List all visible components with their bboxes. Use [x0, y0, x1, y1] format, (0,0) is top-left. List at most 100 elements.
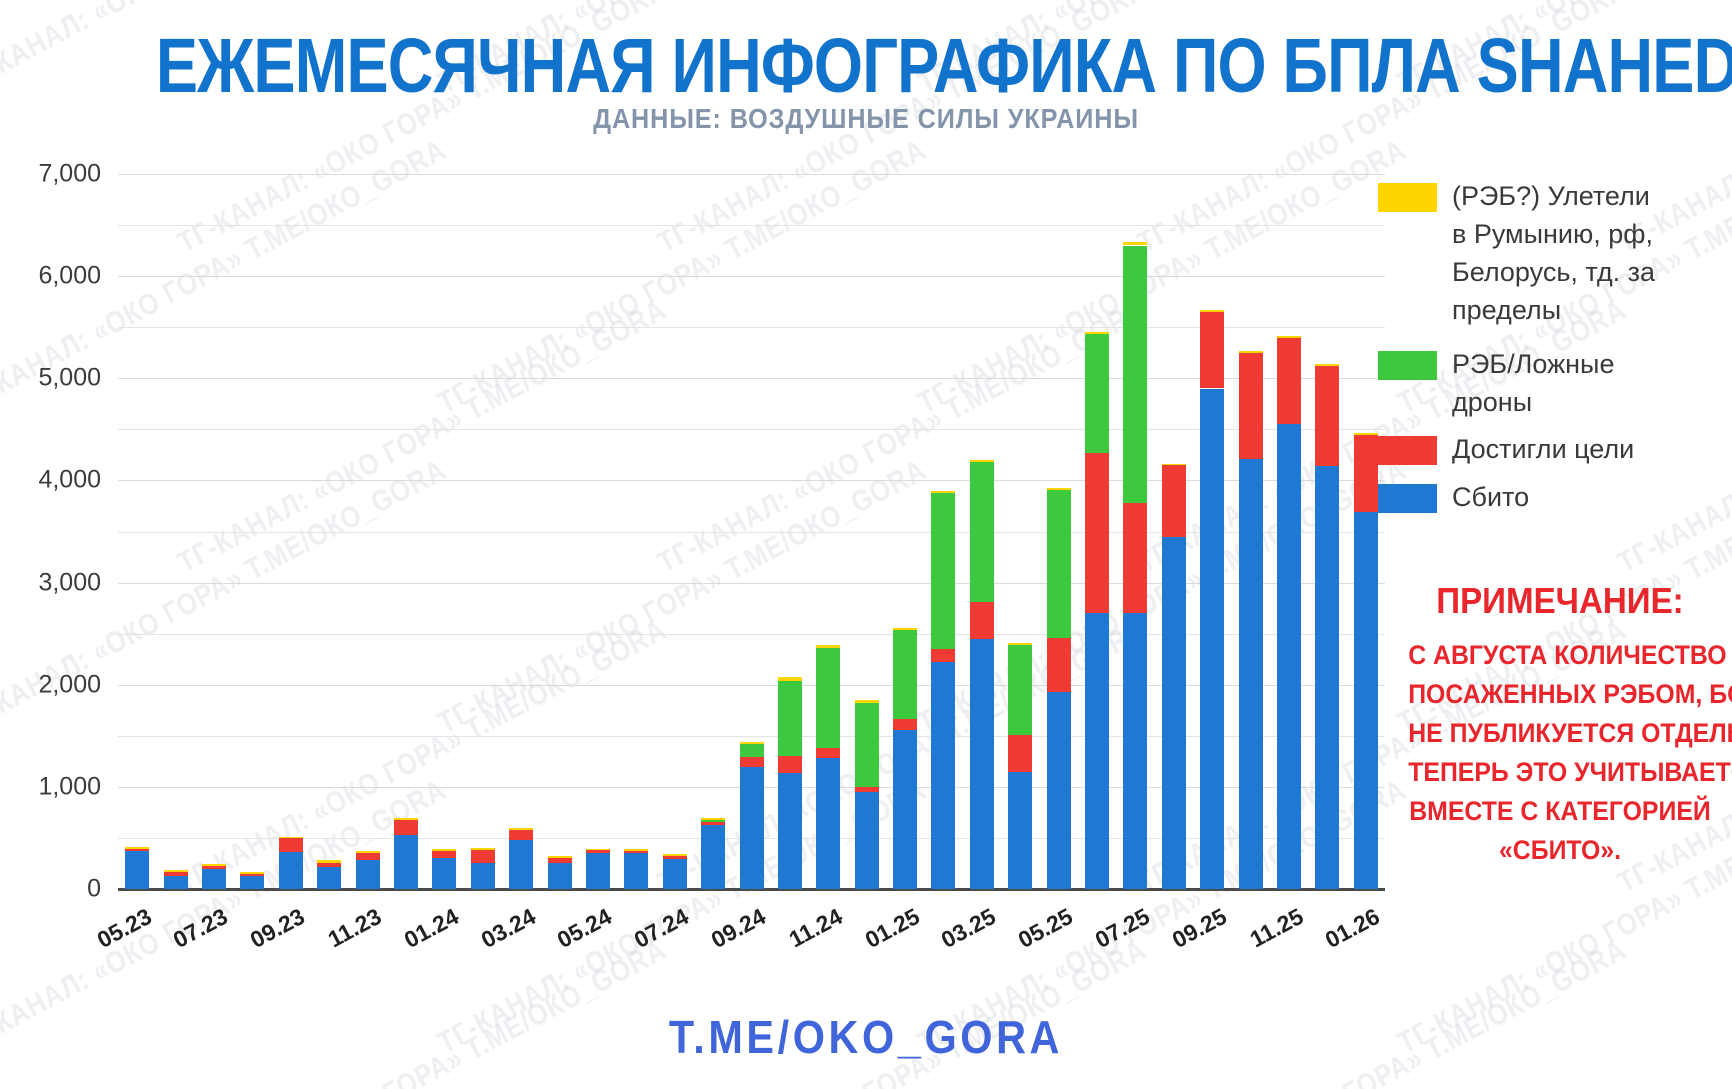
- gridline: [118, 429, 1385, 431]
- y-axis-tick-label: 7,000: [38, 159, 101, 188]
- bar-segment-uleteli: [163, 869, 188, 873]
- bar-segment-uleteli: [1085, 332, 1110, 335]
- gridline: [118, 276, 1385, 278]
- bar-segment-reb: [777, 681, 802, 757]
- gridline: [118, 735, 1385, 737]
- gridline: [118, 327, 1385, 329]
- bar-segment-dostigli: [278, 838, 303, 852]
- bar-segment-uleteli: [509, 827, 534, 830]
- bar-segment-sbito: [125, 851, 150, 889]
- note-line: «СБИТО».: [1498, 835, 1622, 865]
- y-axis-tick-label: 2,000: [38, 670, 101, 699]
- x-axis-tick-label: 07.24: [629, 903, 693, 953]
- bar-segment-uleteli: [1123, 242, 1148, 246]
- note-block: ПРИМЕЧАНИЕ: С АВГУСТА КОЛИЧЕСТВО БПЛА, ПО…: [1408, 580, 1732, 870]
- bar-segment-sbito: [739, 767, 764, 889]
- x-axis-tick-label: 03.25: [937, 903, 1001, 953]
- x-axis-tick-label: 09.24: [706, 903, 770, 953]
- bar-segment-uleteli: [1277, 336, 1301, 338]
- bar-segment-uleteli: [547, 855, 572, 859]
- bar-segment-sbito: [547, 862, 572, 889]
- x-axis-tick-label: 05.23: [92, 903, 156, 953]
- bar-segment-uleteli: [317, 860, 342, 863]
- gridline: [118, 225, 1385, 227]
- bar-segment-sbito: [854, 791, 879, 889]
- bar-segment-uleteli: [701, 817, 726, 820]
- bar-segment-dostigli: [585, 850, 610, 853]
- bar-segment-dostigli: [432, 851, 457, 858]
- gridline: [118, 582, 1385, 584]
- y-axis-tick-label: 0: [87, 874, 101, 903]
- bar-segment-sbito: [355, 860, 380, 889]
- bar-segment-reb: [1046, 489, 1071, 638]
- bar-segment-sbito: [777, 772, 802, 889]
- bar-segment-sbito: [1353, 512, 1378, 889]
- legend-swatch: [1378, 484, 1437, 513]
- gridline: [118, 480, 1385, 482]
- bar-segment-uleteli: [432, 849, 457, 852]
- bar-segment-uleteli: [854, 700, 879, 704]
- x-axis-tick-label: 07.23: [169, 903, 233, 953]
- x-axis-tick-label: 01.26: [1320, 903, 1385, 953]
- bar-segment-uleteli: [278, 836, 303, 839]
- bar-segment-dostigli: [201, 866, 226, 869]
- bar-segment-dostigli: [1238, 352, 1263, 459]
- bar-segment-dostigli: [893, 719, 918, 730]
- note-line: ПОСАЖЕННЫХ РЭБОМ, БОЛЬШЕ: [1408, 679, 1732, 709]
- y-axis-tick-label: 3,000: [38, 568, 101, 597]
- telegram-link[interactable]: T.ME/OKO_GORA: [668, 1011, 1064, 1063]
- bar-segment-sbito: [585, 852, 610, 889]
- bar-segment-uleteli: [1238, 350, 1263, 353]
- bar-segment-dostigli: [1085, 452, 1110, 614]
- bar-segment-dostigli: [931, 648, 956, 663]
- bar-segment-uleteli: [201, 863, 226, 866]
- bar-segment-sbito: [1008, 771, 1033, 889]
- bar-segment-dostigli: [624, 850, 649, 854]
- legend-label: Сбито: [1452, 482, 1530, 512]
- legend-label: (РЭБ?) Улетели в Румынию, рф, Белорусь, тд…: [1452, 181, 1656, 325]
- bar-segment-uleteli: [931, 490, 956, 493]
- bar-segment-reb: [893, 629, 918, 720]
- bar-segment-reb: [1008, 644, 1033, 735]
- x-axis-tick-label: 11.25: [1245, 903, 1308, 953]
- legend-swatch: [1378, 351, 1437, 380]
- note-text: С АВГУСТА КОЛИЧЕСТВО БПЛА, ПОСАЖЕННЫХ РЭБ…: [1408, 636, 1732, 870]
- x-axis-tick-label: 11.24: [784, 903, 847, 953]
- bar-segment-uleteli: [739, 741, 764, 744]
- gridline: [118, 174, 1385, 175]
- bar-segment-reb: [1085, 334, 1110, 453]
- bar-segment-sbito: [662, 859, 687, 889]
- bar-segment-uleteli: [355, 850, 380, 854]
- x-axis-tick-label: 07.25: [1090, 903, 1154, 953]
- y-axis-tick-label: 1,000: [38, 772, 101, 801]
- bar-segment-reb: [1123, 245, 1148, 503]
- x-axis-tick-label: 01.25: [860, 903, 924, 953]
- bar-segment-uleteli: [1161, 463, 1186, 466]
- bar-segment-sbito: [1085, 613, 1110, 889]
- x-axis-line: [118, 888, 1385, 891]
- bar-segment-dostigli: [1123, 502, 1148, 614]
- bar-segment-reb: [739, 743, 764, 758]
- bar-segment-uleteli: [1353, 433, 1378, 435]
- bar-segment-sbito: [1200, 388, 1225, 889]
- bar-segment-dostigli: [1315, 365, 1340, 467]
- bar-segment-dostigli: [1008, 734, 1033, 772]
- bar-segment-uleteli: [585, 848, 610, 851]
- bar-segment-sbito: [278, 851, 303, 889]
- x-axis-tick-label: 05.24: [553, 903, 617, 953]
- bar-segment-dostigli: [777, 756, 802, 773]
- bar-segment-sbito: [163, 875, 188, 889]
- bar-segment-uleteli: [240, 871, 265, 874]
- page-subtitle: ДАННЫЕ: ВОЗДУШНЫЕ СИЛЫ УКРАИНЫ: [593, 103, 1139, 134]
- bar-segment-sbito: [1277, 424, 1301, 889]
- bar-segment-sbito: [1161, 536, 1186, 889]
- bar-segment-uleteli: [969, 460, 994, 463]
- bar-segment-uleteli: [662, 853, 687, 856]
- bar-segment-uleteli: [125, 846, 150, 849]
- bar-segment-sbito: [1315, 466, 1340, 889]
- bar-segment-sbito: [893, 729, 918, 889]
- note-line: НЕ ПУБЛИКУЕТСЯ ОТДЕЛЬНО -: [1408, 718, 1732, 748]
- note-line: ВМЕСТЕ С КАТЕГОРИЕЙ: [1409, 796, 1711, 826]
- bar-segment-dostigli: [125, 848, 150, 852]
